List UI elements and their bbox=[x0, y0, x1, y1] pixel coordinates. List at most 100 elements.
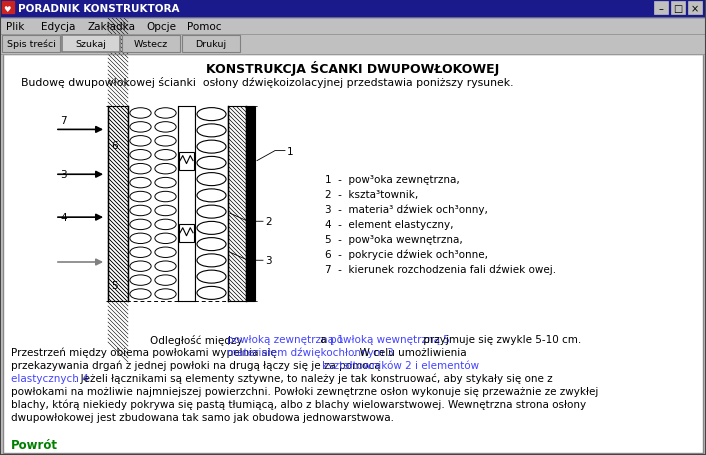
Bar bbox=[108, 107, 128, 301]
Bar bbox=[108, 107, 128, 301]
Bar bbox=[108, 107, 128, 301]
Bar bbox=[108, 107, 128, 301]
Bar bbox=[108, 107, 128, 301]
Ellipse shape bbox=[155, 261, 176, 272]
Text: Spis treści: Spis treści bbox=[6, 40, 56, 49]
Bar bbox=[108, 107, 128, 301]
Bar bbox=[228, 107, 246, 301]
Bar bbox=[128, 107, 178, 301]
Bar bbox=[3, 55, 703, 453]
Ellipse shape bbox=[197, 189, 226, 202]
Bar bbox=[108, 107, 128, 301]
Bar bbox=[108, 107, 128, 301]
Text: powłoką zewnętrzną 1: powłoką zewnętrzną 1 bbox=[227, 334, 344, 344]
Bar bbox=[108, 107, 128, 301]
Bar bbox=[108, 107, 128, 301]
Bar bbox=[108, 107, 128, 301]
Bar bbox=[108, 107, 128, 301]
Bar bbox=[108, 107, 128, 301]
Ellipse shape bbox=[197, 141, 226, 154]
Ellipse shape bbox=[130, 289, 151, 299]
Bar bbox=[108, 107, 128, 301]
Text: Edycja: Edycja bbox=[41, 21, 76, 31]
Ellipse shape bbox=[197, 157, 226, 170]
Bar bbox=[108, 107, 128, 301]
Text: Wstecz: Wstecz bbox=[134, 40, 168, 49]
Ellipse shape bbox=[155, 275, 176, 286]
Text: 3: 3 bbox=[265, 256, 272, 266]
Ellipse shape bbox=[155, 150, 176, 161]
Text: ×: × bbox=[691, 4, 699, 14]
Bar bbox=[0, 35, 706, 55]
Ellipse shape bbox=[197, 287, 226, 300]
Bar bbox=[108, 107, 128, 301]
Text: 4  -  element elastyczny,: 4 - element elastyczny, bbox=[325, 219, 453, 229]
Bar bbox=[108, 107, 128, 301]
Bar bbox=[108, 107, 128, 301]
Text: 1: 1 bbox=[287, 146, 294, 156]
Bar bbox=[108, 107, 128, 301]
Bar bbox=[108, 107, 128, 301]
Bar bbox=[2, 36, 60, 53]
Text: 4: 4 bbox=[60, 212, 66, 222]
Ellipse shape bbox=[155, 248, 176, 258]
Text: przekazywania drgań z jednej powłoki na drugą łączy się je za pomocą: przekazywania drgań z jednej powłoki na … bbox=[11, 360, 384, 371]
Text: 6: 6 bbox=[111, 141, 118, 151]
Bar bbox=[108, 107, 128, 301]
Ellipse shape bbox=[130, 108, 151, 119]
Ellipse shape bbox=[155, 178, 176, 188]
Text: 5: 5 bbox=[111, 281, 118, 291]
Bar bbox=[108, 107, 128, 301]
Bar bbox=[108, 107, 128, 301]
Ellipse shape bbox=[197, 254, 226, 267]
Bar bbox=[108, 107, 128, 301]
Bar bbox=[108, 107, 128, 301]
Bar bbox=[108, 107, 128, 301]
Text: Szukaj: Szukaj bbox=[76, 40, 107, 49]
Bar bbox=[108, 107, 128, 301]
Bar bbox=[108, 107, 128, 301]
Ellipse shape bbox=[155, 233, 176, 244]
Text: ♥: ♥ bbox=[3, 5, 11, 14]
Bar bbox=[108, 107, 128, 301]
Bar bbox=[108, 107, 128, 301]
Bar bbox=[108, 107, 128, 301]
Ellipse shape bbox=[130, 122, 151, 133]
Text: 7: 7 bbox=[60, 116, 66, 126]
Bar bbox=[108, 107, 128, 301]
Bar bbox=[108, 107, 128, 301]
Ellipse shape bbox=[130, 178, 151, 188]
Bar bbox=[179, 224, 194, 242]
Bar bbox=[108, 107, 128, 301]
Bar bbox=[108, 107, 128, 301]
Text: elastycznych 4: elastycznych 4 bbox=[11, 373, 89, 383]
Text: Budowę dwupowłokowej ścianki  osłony dźwiękoizolacyjnej przedstawia poniższy rys: Budowę dwupowłokowej ścianki osłony dźwi… bbox=[21, 77, 513, 88]
Ellipse shape bbox=[155, 289, 176, 299]
Ellipse shape bbox=[130, 248, 151, 258]
Bar bbox=[108, 107, 128, 301]
Bar bbox=[179, 152, 194, 170]
Ellipse shape bbox=[130, 261, 151, 272]
Text: powłokami na możliwie najmniejszej powierzchni. Powłoki zewnętrzne osłon wykonuj: powłokami na możliwie najmniejszej powie… bbox=[11, 386, 599, 396]
Ellipse shape bbox=[155, 164, 176, 175]
Bar bbox=[246, 107, 255, 301]
Bar bbox=[108, 107, 128, 301]
Bar bbox=[108, 107, 128, 301]
Bar bbox=[108, 107, 128, 301]
Text: 7  -  kierunek rozchodzenia fali dźwiek owej.: 7 - kierunek rozchodzenia fali dźwiek ow… bbox=[325, 264, 556, 275]
Bar bbox=[108, 107, 128, 301]
Text: KONSTRUKCJA ŚCANKI DWUPOWŁOKOWEJ: KONSTRUKCJA ŚCANKI DWUPOWŁOKOWEJ bbox=[206, 61, 500, 76]
Ellipse shape bbox=[197, 108, 226, 121]
Text: Plik: Plik bbox=[6, 21, 25, 31]
Ellipse shape bbox=[155, 206, 176, 216]
Bar bbox=[108, 107, 128, 301]
Bar bbox=[108, 107, 128, 301]
Ellipse shape bbox=[197, 173, 226, 186]
Bar bbox=[688, 2, 702, 15]
Bar bbox=[195, 107, 228, 301]
Ellipse shape bbox=[197, 238, 226, 251]
Bar bbox=[108, 107, 128, 301]
Bar bbox=[108, 107, 128, 301]
Bar bbox=[108, 107, 128, 301]
Text: 1  -  pow³oka zewnętrzna,: 1 - pow³oka zewnętrzna, bbox=[325, 175, 460, 185]
